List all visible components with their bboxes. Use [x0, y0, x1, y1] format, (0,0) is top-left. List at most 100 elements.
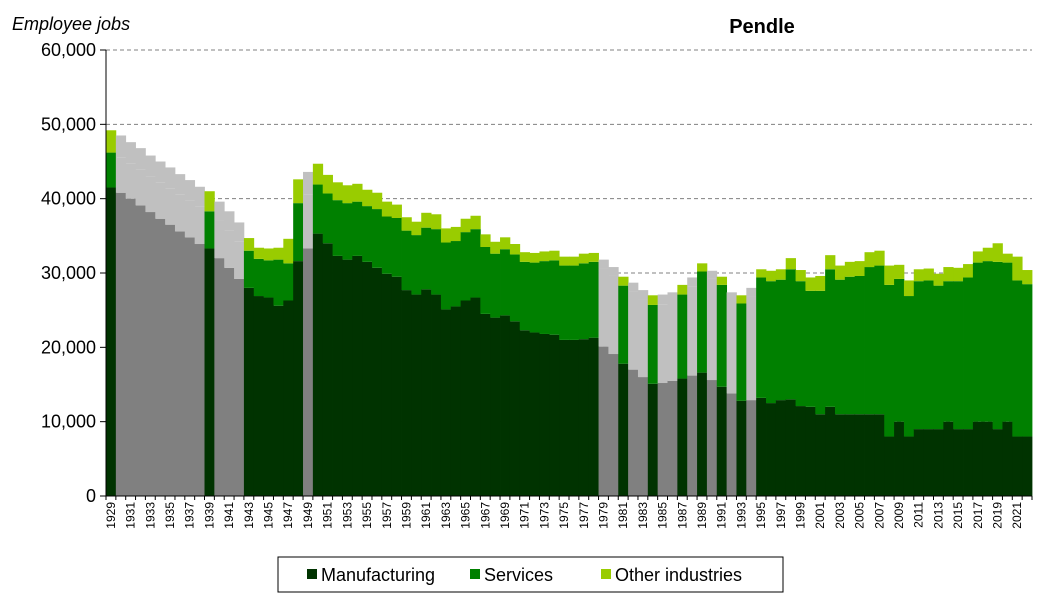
bar-services: [588, 261, 599, 338]
bar-other-industries: [165, 167, 176, 189]
bar-manufacturing: [391, 276, 402, 496]
bar-services: [529, 262, 540, 333]
bar-services: [1022, 284, 1033, 437]
x-tick-label: 1975: [557, 502, 571, 529]
bar-manufacturing: [913, 429, 925, 496]
bar-services: [775, 279, 787, 401]
bar-manufacturing: [135, 205, 146, 497]
bar-manufacturing: [303, 248, 314, 496]
bar-manufacturing: [263, 297, 274, 496]
x-tick-label: 2005: [853, 502, 867, 529]
bar-manufacturing: [519, 330, 530, 496]
bar-manufacturing: [165, 224, 176, 496]
bar-other-industries: [214, 201, 225, 221]
bar-services: [864, 267, 875, 415]
bar-services: [736, 303, 747, 401]
bar-manufacturing: [332, 255, 343, 496]
x-tick-label: 1993: [734, 502, 748, 529]
x-tick-label: 1973: [537, 502, 551, 529]
bar-manufacturing: [381, 273, 393, 496]
bar-other-industries: [795, 270, 806, 282]
bar-services: [519, 261, 530, 331]
x-tick-label: 1953: [340, 502, 354, 529]
bar-other-industries: [588, 252, 599, 262]
x-tick-label: 1945: [262, 502, 276, 529]
bar-services: [874, 265, 885, 415]
x-tick-label: 1991: [715, 502, 729, 529]
bar-services: [135, 169, 146, 206]
bar-other-industries: [913, 269, 925, 282]
bar-other-industries: [706, 270, 718, 279]
bar-other-industries: [963, 264, 974, 278]
bar-other-industries: [864, 252, 875, 268]
bar-manufacturing: [854, 414, 865, 496]
bar-manufacturing: [903, 436, 915, 496]
bar-services: [647, 304, 659, 384]
bar-other-industries: [401, 217, 412, 231]
bar-services: [421, 227, 432, 290]
bar-other-industries: [559, 256, 570, 266]
x-tick-label: 1999: [794, 502, 808, 529]
bar-other-industries: [815, 275, 826, 291]
bar-other-industries: [992, 243, 1003, 262]
y-tick-label: 50,000: [41, 114, 96, 134]
bar-services: [293, 203, 304, 262]
bar-manufacturing: [470, 297, 481, 496]
bar-manufacturing: [243, 287, 255, 496]
bar-services: [559, 265, 570, 340]
bar-manufacturing: [647, 383, 659, 496]
bar-other-industries: [391, 204, 402, 218]
bar-manufacturing: [559, 339, 570, 496]
x-tick-label: 2019: [991, 502, 1005, 529]
bar-other-industries: [1012, 256, 1023, 281]
bar-other-industries: [903, 280, 915, 297]
legend-label-other-industries: Other industries: [615, 565, 742, 585]
bar-services: [273, 259, 284, 306]
bar-manufacturing: [628, 369, 639, 496]
bar-other-industries: [273, 247, 284, 260]
bar-services: [726, 300, 737, 394]
legend-swatch-services: [470, 569, 480, 579]
bar-manufacturing: [204, 248, 215, 496]
x-tick-label: 1957: [380, 502, 394, 529]
bar-manufacturing: [963, 429, 974, 496]
bar-other-industries: [145, 155, 156, 177]
bar-other-industries: [637, 290, 649, 300]
bar-manufacturing: [125, 198, 136, 497]
bar-other-industries: [431, 214, 442, 230]
bar-services: [194, 206, 205, 245]
bar-manufacturing: [864, 414, 875, 496]
bar-manufacturing: [923, 429, 934, 496]
bar-services: [884, 284, 895, 437]
bar-services: [332, 200, 343, 256]
bar-services: [214, 220, 225, 259]
bar-services: [352, 201, 363, 256]
bar-manufacturing: [677, 378, 688, 496]
x-tick-label: 1959: [399, 502, 413, 529]
x-tick-label: 1983: [636, 502, 650, 529]
bar-manufacturing: [322, 243, 333, 496]
x-tick-label: 2003: [833, 502, 847, 529]
bar-services: [706, 278, 718, 381]
bar-services: [982, 261, 993, 422]
bar-manufacturing: [549, 334, 560, 496]
bar-services: [362, 206, 373, 262]
x-tick-label: 1955: [360, 502, 374, 529]
bar-manufacturing: [401, 290, 412, 496]
bar-manufacturing: [982, 421, 993, 496]
x-tick-label: 2021: [1010, 502, 1024, 529]
bar-services: [598, 268, 609, 347]
bar-other-industries: [411, 221, 422, 236]
bar-manufacturing: [421, 289, 432, 496]
x-tick-label: 1977: [577, 502, 591, 529]
bar-services: [805, 290, 816, 407]
x-tick-label: 1987: [675, 502, 689, 529]
bar-services: [106, 152, 117, 188]
bar-manufacturing: [174, 231, 186, 496]
bar-manufacturing: [578, 339, 590, 496]
bar-manufacturing: [352, 255, 363, 496]
bar-other-industries: [293, 179, 304, 204]
bar-manufacturing: [450, 306, 462, 496]
bar-services: [500, 249, 511, 316]
bar-services: [677, 294, 688, 379]
